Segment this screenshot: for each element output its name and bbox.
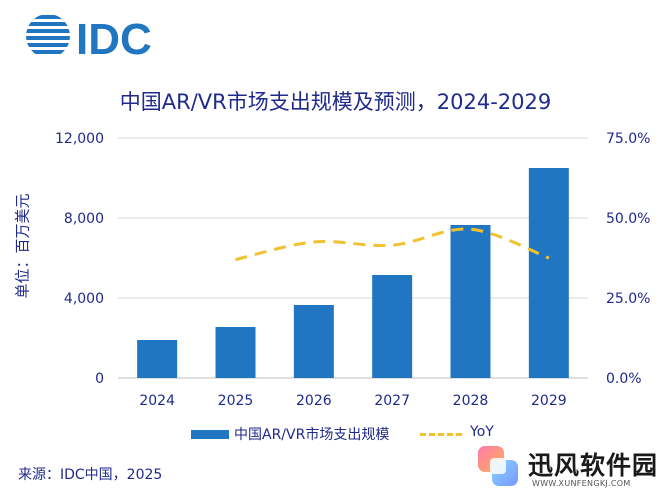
- watermark-name: 迅风软件园: [528, 451, 659, 480]
- bar: [450, 225, 491, 378]
- bar: [528, 168, 569, 378]
- bar: [137, 340, 178, 378]
- logo-text: IDC: [76, 15, 152, 62]
- legend: 中国AR/VR市场支出规模 YoY: [0, 424, 671, 444]
- watermark-url: WWW.XUNFENGKJ.COM: [532, 479, 631, 488]
- bar: [215, 327, 256, 378]
- legend-bar-swatch: [191, 430, 229, 439]
- y-tick-label: 12,000: [55, 131, 104, 147]
- globe-icon: [26, 15, 70, 54]
- y-tick-label: 0: [95, 371, 104, 387]
- bar: [293, 305, 334, 378]
- yoy-series: [235, 227, 550, 262]
- brand-logo-icon: [478, 446, 518, 486]
- x-tick-label: 2026: [296, 393, 332, 409]
- bar: [372, 275, 413, 378]
- yoy-line: [235, 227, 550, 262]
- y2-axis-ticks: 0.0% 25.0% 50.0% 75.0%: [606, 131, 650, 387]
- x-tick-label: 2027: [374, 393, 410, 409]
- y-axis-ticks: 0 4,000 8,000 12,000: [55, 131, 104, 387]
- x-tick-label: 2024: [139, 393, 175, 409]
- legend-bar-label: 中国AR/VR市场支出规模: [234, 427, 390, 443]
- watermark-brand: 迅风软件园 WWW.XUNFENGKJ.COM: [476, 444, 666, 492]
- x-tick-label: 2028: [453, 393, 489, 409]
- gridlines: [118, 137, 588, 379]
- y-tick-label: 8,000: [64, 211, 104, 227]
- x-axis-ticks: 2024 2025 2026 2027 2028 2029: [139, 393, 566, 409]
- legend-line-label: YoY: [470, 424, 494, 440]
- source-note: 来源：IDC中国，2025: [18, 467, 163, 483]
- x-tick-label: 2025: [218, 393, 254, 409]
- y2-tick-label: 75.0%: [606, 131, 650, 147]
- y2-tick-label: 0.0%: [606, 371, 642, 387]
- y2-tick-label: 25.0%: [606, 291, 650, 307]
- idc-logo: IDC: [26, 15, 152, 62]
- bar-series: [137, 168, 569, 378]
- y-tick-label: 4,000: [64, 291, 104, 307]
- x-tick-label: 2029: [531, 393, 567, 409]
- y2-tick-label: 50.0%: [606, 211, 650, 227]
- chart-title: 中国AR/VR市场支出规模及预测，2024-2029: [119, 90, 552, 114]
- legend-line-swatch: [420, 433, 462, 436]
